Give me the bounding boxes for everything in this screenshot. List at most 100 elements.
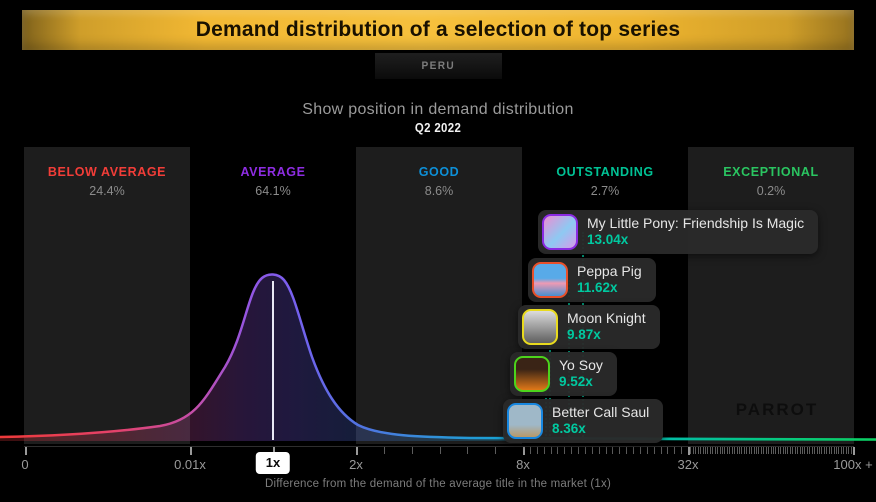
tick-label: 32x (677, 457, 699, 472)
minor-tick (814, 447, 816, 454)
minor-tick (819, 447, 821, 454)
band-outstanding: OUTSTANDING 2.7% (522, 147, 688, 444)
minor-tick (646, 447, 648, 454)
minor-tick (845, 447, 847, 454)
series-card-yo-soy[interactable]: Yo Soy 9.52x (510, 352, 617, 396)
minor-tick (755, 447, 757, 454)
minor-tick (709, 447, 711, 454)
tick-label: 0.01x (174, 457, 206, 472)
series-card-moon-knight[interactable]: Moon Knight 9.87x (518, 305, 660, 349)
major-tick (853, 447, 855, 455)
minor-tick (550, 447, 552, 454)
minor-tick (838, 447, 840, 454)
minor-tick (383, 447, 385, 454)
minor-tick (826, 447, 828, 454)
series-demand-value: 8.36x (552, 421, 586, 437)
chart-subtitle: Show position in demand distribution (302, 101, 574, 118)
series-poster-icon (507, 403, 543, 439)
minor-tick (804, 447, 806, 454)
minor-tick (467, 447, 469, 454)
minor-tick (564, 447, 566, 454)
minor-tick (612, 447, 614, 454)
band-below-average: BELOW AVERAGE 24.4% (24, 147, 190, 444)
series-card-better-call-saul[interactable]: Better Call Saul 8.36x (503, 399, 664, 443)
minor-tick (439, 447, 441, 454)
band-label: EXCEPTIONAL (723, 165, 819, 179)
minor-tick (690, 447, 692, 454)
x-axis-caption: Difference from the demand of the averag… (264, 478, 611, 490)
series-poster-icon (532, 262, 568, 298)
minor-tick (726, 447, 728, 454)
minor-tick (836, 447, 837, 454)
series-title: Peppa Pig (577, 262, 642, 279)
major-tick (190, 447, 192, 455)
series-poster-icon (514, 356, 550, 392)
minor-tick (536, 447, 538, 454)
series-title: Moon Knight (567, 309, 646, 326)
series-card-peppa-pig[interactable]: Peppa Pig 11.62x (528, 258, 656, 302)
tick-label: 2x (349, 457, 363, 472)
series-card-my-little-pony-friendship-is-magic[interactable]: My Little Pony: Friendship Is Magic 13.04… (538, 210, 819, 254)
average-1x-marker (272, 281, 274, 440)
market-label: PERU (421, 60, 456, 72)
minor-tick (777, 447, 779, 454)
tick-label-1x-highlight: 1x (255, 452, 291, 474)
series-title: My Little Pony: Friendship Is Magic (587, 214, 805, 231)
minor-tick (729, 447, 731, 454)
minor-tick (828, 447, 830, 454)
minor-tick (653, 447, 655, 454)
series-demand-value: 9.87x (567, 327, 601, 343)
minor-tick (831, 447, 833, 454)
minor-tick (746, 447, 748, 454)
minor-tick (789, 447, 791, 454)
major-tick (356, 447, 358, 455)
tick-label: 100x + (833, 457, 873, 472)
minor-tick (571, 447, 573, 454)
minor-tick (848, 447, 850, 454)
minor-tick (578, 447, 579, 454)
minor-tick (692, 447, 694, 454)
band-average: AVERAGE 64.1% (190, 147, 356, 444)
chart-period: Q2 2022 (414, 120, 462, 135)
minor-tick (633, 447, 634, 454)
minor-tick (719, 447, 721, 454)
minor-tick (794, 447, 796, 454)
minor-tick (702, 447, 704, 454)
band-share: 24.4% (89, 184, 125, 198)
minor-tick (697, 447, 699, 454)
minor-tick (758, 447, 760, 454)
minor-tick (660, 447, 662, 454)
minor-tick (724, 447, 726, 454)
series-demand-value: 9.52x (559, 374, 593, 390)
minor-tick (780, 447, 782, 454)
minor-tick (584, 447, 586, 454)
minor-tick (787, 447, 789, 454)
minor-tick (850, 447, 852, 454)
major-tick (523, 447, 525, 455)
band-label: OUTSTANDING (556, 165, 654, 179)
minor-tick (816, 447, 818, 454)
minor-tick (792, 447, 794, 454)
minor-tick (529, 447, 531, 454)
market-selector[interactable]: PERU (375, 53, 502, 79)
minor-tick (799, 447, 801, 454)
minor-tick (674, 447, 676, 454)
parrot-watermark: PARROT (735, 400, 819, 419)
minor-tick (775, 447, 777, 454)
minor-tick (811, 447, 813, 454)
minor-tick (411, 447, 413, 454)
major-tick (688, 447, 690, 455)
minor-tick (598, 447, 600, 454)
x-axis-line (24, 446, 854, 447)
minor-tick (731, 447, 733, 454)
band-label: GOOD (418, 165, 460, 179)
page-title: Demand distribution of a selection of to… (195, 18, 681, 41)
minor-tick (823, 447, 825, 454)
series-demand-value: 13.04x (587, 232, 629, 248)
minor-tick (797, 447, 799, 454)
minor-tick (770, 447, 772, 454)
band-good: GOOD 8.6% (356, 147, 522, 444)
minor-tick (543, 447, 545, 454)
band-share: 0.2% (756, 184, 786, 198)
minor-tick (748, 447, 750, 454)
